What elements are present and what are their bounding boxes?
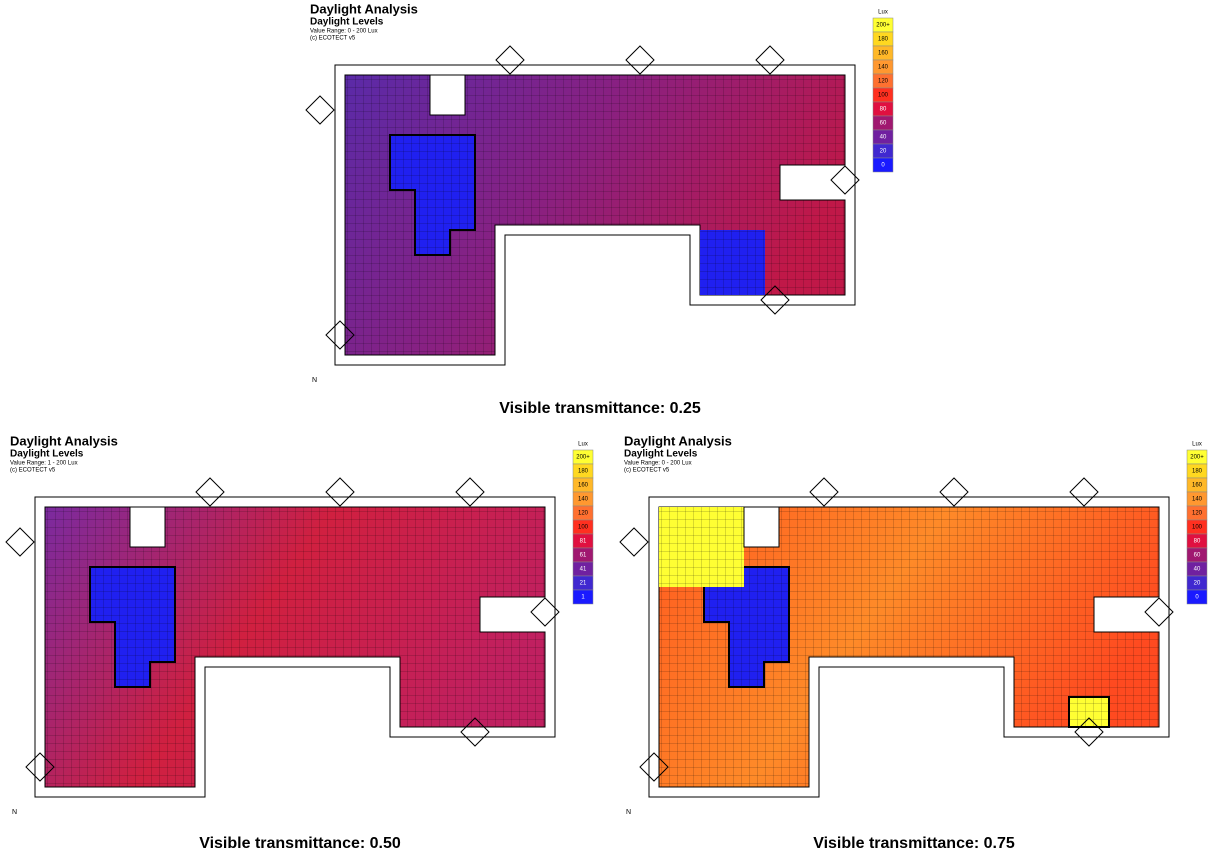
subtitle: Daylight Levels <box>624 449 698 460</box>
window-bay <box>1074 717 1104 747</box>
legend-unit: Lux <box>1192 442 1202 448</box>
window-bay <box>5 527 35 557</box>
window-bay <box>619 527 649 557</box>
legend-label: 120 <box>578 511 589 517</box>
legend-label: 60 <box>880 121 887 127</box>
legend-label: 180 <box>1192 469 1203 475</box>
legend-swatch <box>572 589 594 605</box>
grid-overlay <box>659 507 1159 787</box>
legend-label: 20 <box>880 149 887 155</box>
window-bay <box>325 320 355 350</box>
window-bay <box>639 752 669 782</box>
legend-label: 0 <box>1195 595 1199 601</box>
window-bay <box>460 717 490 747</box>
legend-label: 40 <box>880 135 887 141</box>
window-bay <box>455 477 485 507</box>
window-bay <box>195 477 225 507</box>
legend-label: 1 <box>581 595 585 601</box>
legend-label: 100 <box>1192 525 1203 531</box>
window-bay <box>1144 597 1174 627</box>
legend-label: 200+ <box>1190 455 1204 461</box>
legend-label: 60 <box>1194 553 1201 559</box>
window-bay <box>325 477 355 507</box>
legend-label: 120 <box>1192 511 1203 517</box>
copyright: (c) ECOTECT v5 <box>624 468 670 474</box>
legend-label: 200+ <box>576 455 590 461</box>
legend-swatch <box>1186 589 1208 605</box>
void <box>429 74 466 116</box>
legend-label: 140 <box>1192 497 1203 503</box>
window-bay <box>625 45 655 75</box>
copyright: (c) ECOTECT v5 <box>310 36 356 42</box>
window-bay <box>939 477 969 507</box>
legend-label: 21 <box>580 581 587 587</box>
grid-overlay <box>45 507 545 787</box>
window-bay <box>755 45 785 75</box>
legend-label: 41 <box>580 567 587 573</box>
range: Value Range: 1 - 200 Lux <box>10 461 78 467</box>
legend-label: 61 <box>580 553 587 559</box>
void <box>129 506 166 548</box>
window-bay <box>530 597 560 627</box>
window-bay <box>760 285 790 315</box>
legend-swatch <box>872 157 894 173</box>
caption: Visible transmittance: 0.50 <box>199 835 401 852</box>
legend-label: 200+ <box>876 23 890 29</box>
legend-label: 160 <box>1192 483 1203 489</box>
window-bay <box>809 477 839 507</box>
legend-label: 180 <box>578 469 589 475</box>
north: N <box>626 809 631 816</box>
north: N <box>12 809 17 816</box>
void <box>743 506 780 548</box>
legend-label: 100 <box>578 525 589 531</box>
north: N <box>312 377 317 384</box>
title: Daylight Analysis <box>624 433 732 448</box>
range: Value Range: 0 - 200 Lux <box>624 461 692 467</box>
legend-label: 140 <box>578 497 589 503</box>
caption: Visible transmittance: 0.25 <box>499 400 701 417</box>
legend-label: 100 <box>878 93 889 99</box>
legend-label: 140 <box>878 65 889 71</box>
range: Value Range: 0 - 200 Lux <box>310 29 378 35</box>
window-bay <box>305 95 335 125</box>
window-bay <box>830 165 860 195</box>
legend-unit: Lux <box>578 442 588 448</box>
window-bay <box>25 752 55 782</box>
legend-unit: Lux <box>878 10 888 16</box>
legend-label: 80 <box>1194 539 1201 545</box>
window-bay <box>1069 477 1099 507</box>
legend-label: 81 <box>580 539 587 545</box>
caption: Visible transmittance: 0.75 <box>813 835 1015 852</box>
legend-label: 120 <box>878 79 889 85</box>
subtitle: Daylight Levels <box>10 449 84 460</box>
legend-label: 160 <box>878 51 889 57</box>
title: Daylight Analysis <box>10 433 118 448</box>
legend-label: 40 <box>1194 567 1201 573</box>
legend-label: 0 <box>881 163 885 169</box>
window-bay <box>495 45 525 75</box>
grid-overlay <box>345 75 845 355</box>
legend-label: 180 <box>878 37 889 43</box>
subtitle: Daylight Levels <box>310 17 384 28</box>
copyright: (c) ECOTECT v5 <box>10 468 56 474</box>
legend-label: 20 <box>1194 581 1201 587</box>
title: Daylight Analysis <box>310 1 418 16</box>
legend-label: 160 <box>578 483 589 489</box>
legend-label: 80 <box>880 107 887 113</box>
